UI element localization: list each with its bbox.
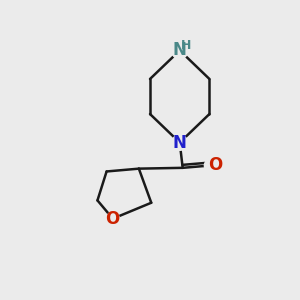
Text: N: N: [173, 134, 187, 152]
Text: H: H: [181, 39, 191, 52]
Text: N: N: [173, 41, 187, 59]
Circle shape: [106, 212, 119, 225]
Circle shape: [204, 159, 218, 172]
Circle shape: [172, 135, 188, 150]
Text: O: O: [208, 157, 222, 175]
Circle shape: [171, 42, 188, 59]
Text: O: O: [105, 210, 119, 228]
